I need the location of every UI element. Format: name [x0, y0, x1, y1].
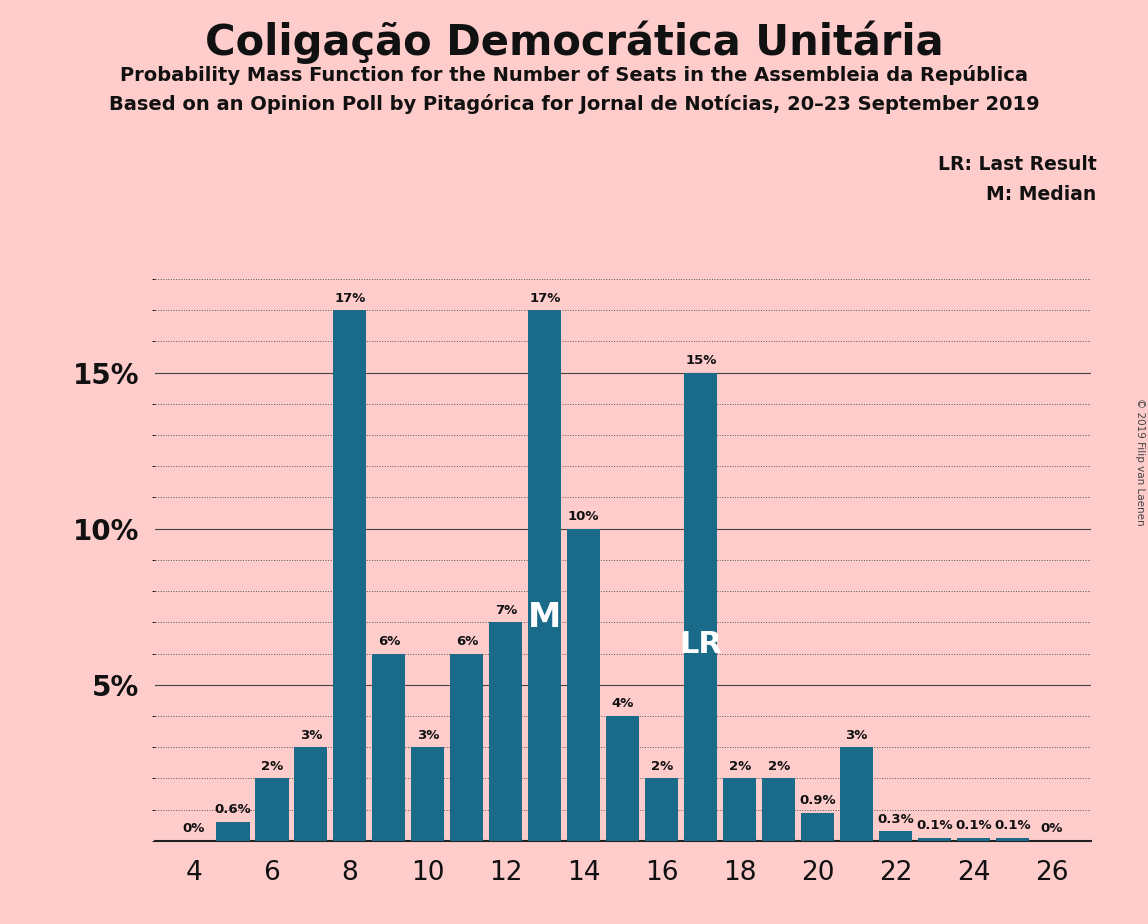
- Text: Probability Mass Function for the Number of Seats in the Assembleia da República: Probability Mass Function for the Number…: [121, 65, 1027, 85]
- Text: 17%: 17%: [334, 292, 365, 305]
- Text: 0.9%: 0.9%: [799, 794, 836, 808]
- Bar: [957, 838, 991, 841]
- Text: M: Median: M: Median: [986, 185, 1096, 204]
- Text: 3%: 3%: [846, 728, 868, 742]
- Text: 7%: 7%: [495, 603, 517, 616]
- Bar: [528, 310, 561, 841]
- Bar: [606, 716, 639, 841]
- Text: 0.3%: 0.3%: [877, 813, 914, 826]
- Text: 3%: 3%: [300, 728, 323, 742]
- Text: 0.1%: 0.1%: [955, 819, 992, 833]
- Text: 6%: 6%: [378, 635, 400, 648]
- Bar: [684, 372, 718, 841]
- Bar: [645, 778, 678, 841]
- Bar: [723, 778, 757, 841]
- Text: Coligação Democrática Unitária: Coligação Democrática Unitária: [204, 20, 944, 64]
- Bar: [216, 822, 249, 841]
- Bar: [294, 748, 327, 841]
- Text: 2%: 2%: [768, 760, 790, 772]
- Bar: [411, 748, 444, 841]
- Text: 0.6%: 0.6%: [215, 804, 251, 817]
- Text: 10%: 10%: [568, 510, 599, 523]
- Text: 2%: 2%: [651, 760, 673, 772]
- Text: 0%: 0%: [1040, 822, 1063, 835]
- Text: Based on an Opinion Poll by Pitagórica for Jornal de Notícias, 20–23 September 2: Based on an Opinion Poll by Pitagórica f…: [109, 94, 1039, 115]
- Text: 0.1%: 0.1%: [916, 819, 953, 833]
- Bar: [762, 778, 796, 841]
- Text: 4%: 4%: [612, 698, 634, 711]
- Text: 17%: 17%: [529, 292, 560, 305]
- Text: 6%: 6%: [456, 635, 478, 648]
- Text: 2%: 2%: [261, 760, 284, 772]
- Bar: [489, 623, 522, 841]
- Bar: [567, 529, 600, 841]
- Text: 2%: 2%: [729, 760, 751, 772]
- Text: © 2019 Filip van Laenen: © 2019 Filip van Laenen: [1135, 398, 1145, 526]
- Text: 0.1%: 0.1%: [994, 819, 1031, 833]
- Text: 3%: 3%: [417, 728, 439, 742]
- Text: LR: LR: [680, 629, 722, 659]
- Bar: [255, 778, 288, 841]
- Text: M: M: [528, 602, 561, 635]
- Bar: [333, 310, 366, 841]
- Bar: [879, 832, 913, 841]
- Bar: [372, 653, 405, 841]
- Bar: [996, 838, 1030, 841]
- Text: 0%: 0%: [183, 822, 205, 835]
- Bar: [840, 748, 874, 841]
- Bar: [450, 653, 483, 841]
- Bar: [918, 838, 952, 841]
- Text: 15%: 15%: [685, 354, 716, 367]
- Bar: [801, 813, 835, 841]
- Text: LR: Last Result: LR: Last Result: [938, 155, 1096, 175]
